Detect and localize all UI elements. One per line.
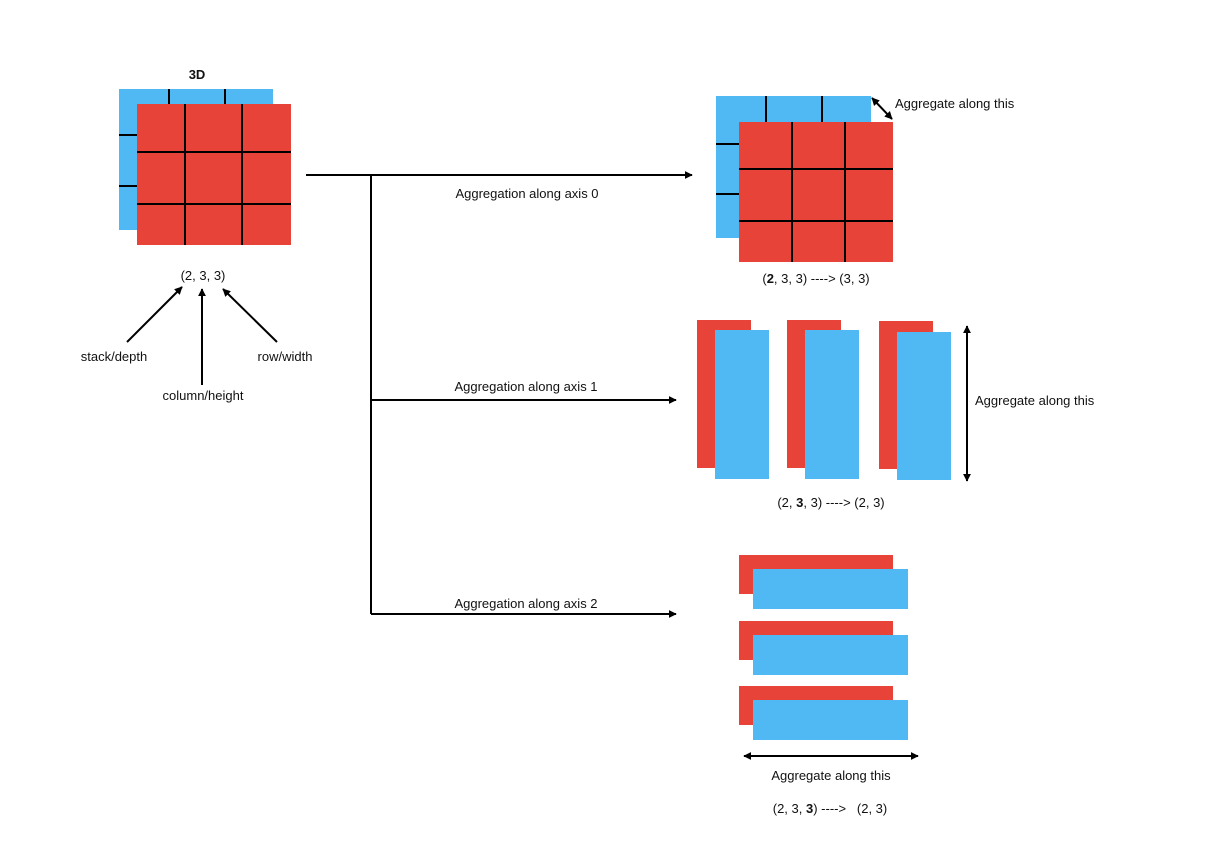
input-front-layer-fill	[137, 104, 291, 245]
height-pointer-label: column/height	[163, 388, 244, 403]
axis2-shape-bold: 3	[806, 801, 813, 816]
axis2-blue-row	[753, 635, 908, 675]
axis1-result: Aggregate along this (2, 3, 3) ----> (2,…	[697, 320, 1095, 510]
axis0-aggregate-note: Aggregate along this	[895, 96, 1015, 111]
axis1-shape-suffix: , 3) ----> (2, 3)	[803, 495, 884, 510]
axis2-row-pair	[739, 686, 908, 740]
axis1-shape-label: (2, 3, 3) ----> (2, 3)	[777, 495, 884, 510]
axis0-label: Aggregation along axis 0	[455, 186, 598, 201]
axis1-blue-column	[897, 332, 951, 480]
axis2-shape-prefix: (2, 3,	[773, 801, 806, 816]
axis1-blue-column	[805, 330, 859, 479]
axis0-front-layer	[739, 122, 893, 262]
axis0-shape-prefix: (	[762, 271, 767, 286]
axis1-shape-prefix: (2,	[777, 495, 796, 510]
input-title: 3D	[189, 67, 206, 82]
axis2-row-pair	[739, 555, 908, 609]
axis0-shape-label: (2, 3, 3) ----> (3, 3)	[762, 271, 869, 286]
width-pointer-label: row/width	[258, 349, 313, 364]
depth-pointer-arrow	[126, 286, 183, 343]
axis2-result: Aggregate along this (2, 3, 3) ----> (2,…	[739, 555, 919, 816]
axis2-blue-row	[753, 569, 908, 609]
depth-pointer-label: stack/depth	[81, 349, 148, 364]
axis1-aggregate-note: Aggregate along this	[975, 393, 1095, 408]
width-pointer-arrow	[222, 288, 278, 343]
axis1-column-pair	[697, 320, 769, 479]
axis2-shape-suffix: ) ----> (2, 3)	[813, 801, 887, 816]
axis2-shape-label: (2, 3, 3) ----> (2, 3)	[773, 801, 888, 816]
axis2-row-pair	[739, 621, 908, 675]
axis2-aggregate-note: Aggregate along this	[771, 768, 891, 783]
axis1-label: Aggregation along axis 1	[454, 379, 597, 394]
axis2-label: Aggregation along axis 2	[454, 596, 597, 611]
axis0-shape-bold: 2	[767, 271, 774, 286]
axis1-shape-bold: 3	[796, 495, 803, 510]
connector	[306, 171, 693, 618]
axis1-column-pair	[787, 320, 859, 479]
axis0-aggregate-arrow	[871, 97, 893, 120]
axis2-blue-row	[753, 700, 908, 740]
axis0-front-layer-fill	[739, 122, 893, 262]
axis1-blue-column	[715, 330, 769, 479]
input-shape-label: (2, 3, 3)	[181, 268, 226, 283]
input-3d-array: 3D (2, 3, 3) stack/depth column/height r…	[81, 67, 313, 403]
axis1-column-pair	[879, 321, 951, 480]
axis0-shape-suffix: , 3, 3) ----> (3, 3)	[774, 271, 870, 286]
axis0-result: Aggregate along this (2, 3, 3) ----> (3,…	[716, 96, 1015, 286]
input-front-layer	[137, 104, 291, 245]
